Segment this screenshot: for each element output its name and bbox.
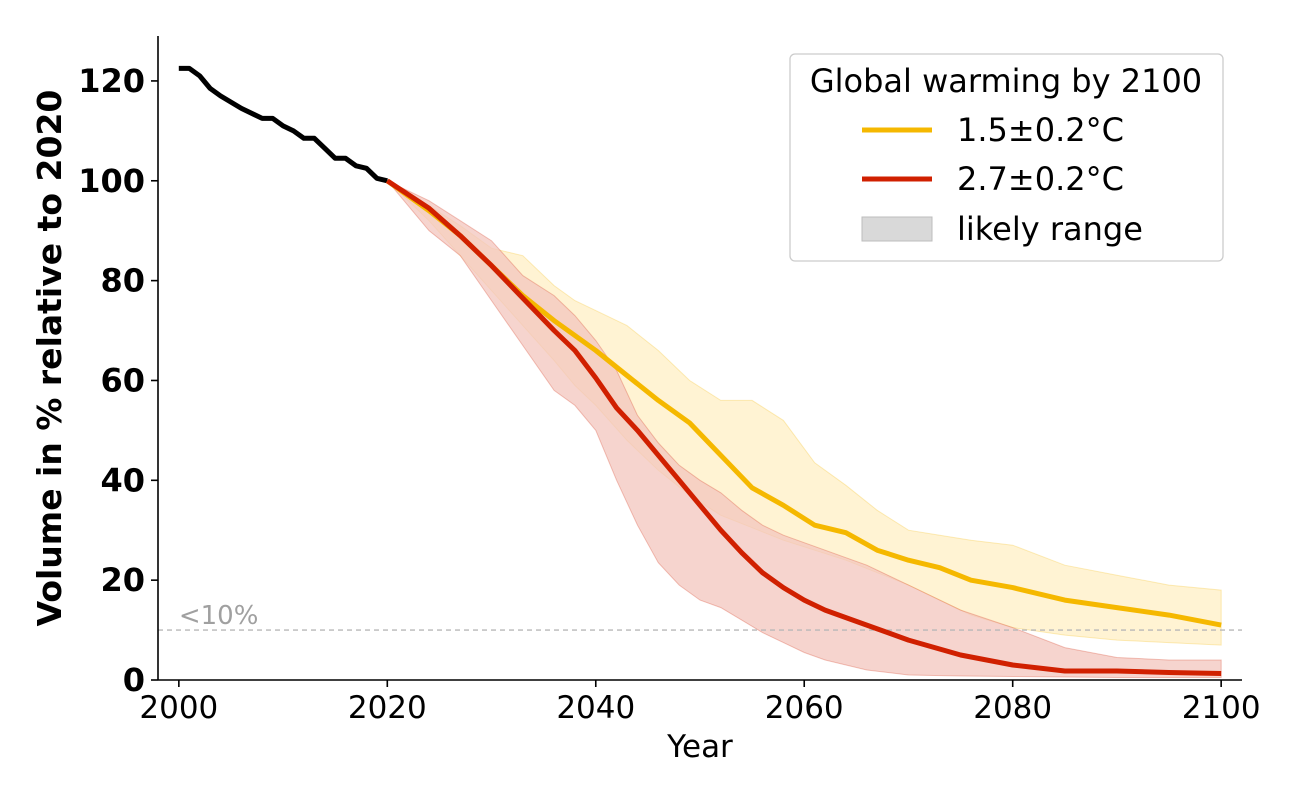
y-tick-label: 40 — [100, 461, 145, 499]
x-tick-label: 2060 — [765, 690, 844, 726]
likely-range-bands — [386, 180, 1222, 678]
legend: Global warming by 2100 1.5±0.2°C 2.7±0.2… — [789, 53, 1224, 262]
series-line-2-7-0-2-c — [385, 178, 1222, 676]
threshold-label: <10% — [179, 601, 259, 631]
y-tick-label: 60 — [100, 361, 145, 399]
y-tick-label: 20 — [100, 561, 145, 599]
legend-label-2-7c: 2.7±0.2°C — [957, 160, 1124, 198]
likely-range-band-2-7-0-2-c — [386, 180, 1222, 678]
y-axis-label: Volume in % relative to 2020 — [30, 90, 69, 627]
axes — [157, 36, 1242, 681]
x-axis-label: Year — [666, 729, 733, 765]
legend-label-likely-range: likely range — [957, 210, 1143, 248]
y-tick-label: 120 — [78, 62, 145, 100]
y-tick-label: 80 — [100, 262, 145, 300]
y-tick-label: 0 — [123, 661, 145, 699]
x-tick-label: 2040 — [556, 690, 635, 726]
x-tick-label: 2000 — [139, 690, 218, 726]
y-ticks: 0 20 40 60 80 100 120 — [78, 62, 158, 699]
x-tick-label: 2100 — [1182, 690, 1261, 726]
series-lines — [178, 65, 1222, 676]
x-tick-label: 2080 — [973, 690, 1052, 726]
legend-frame — [789, 53, 1224, 262]
y-tick-label: 100 — [78, 162, 145, 200]
x-ticks: 2000 2020 2040 2060 2080 2100 — [139, 680, 1261, 726]
legend-label-1-5c: 1.5±0.2°C — [957, 111, 1124, 149]
legend-swatch-likely-range — [861, 216, 933, 242]
historical-line — [178, 65, 388, 184]
x-tick-label: 2020 — [348, 690, 427, 726]
legend-title: Global warming by 2100 — [810, 62, 1202, 100]
